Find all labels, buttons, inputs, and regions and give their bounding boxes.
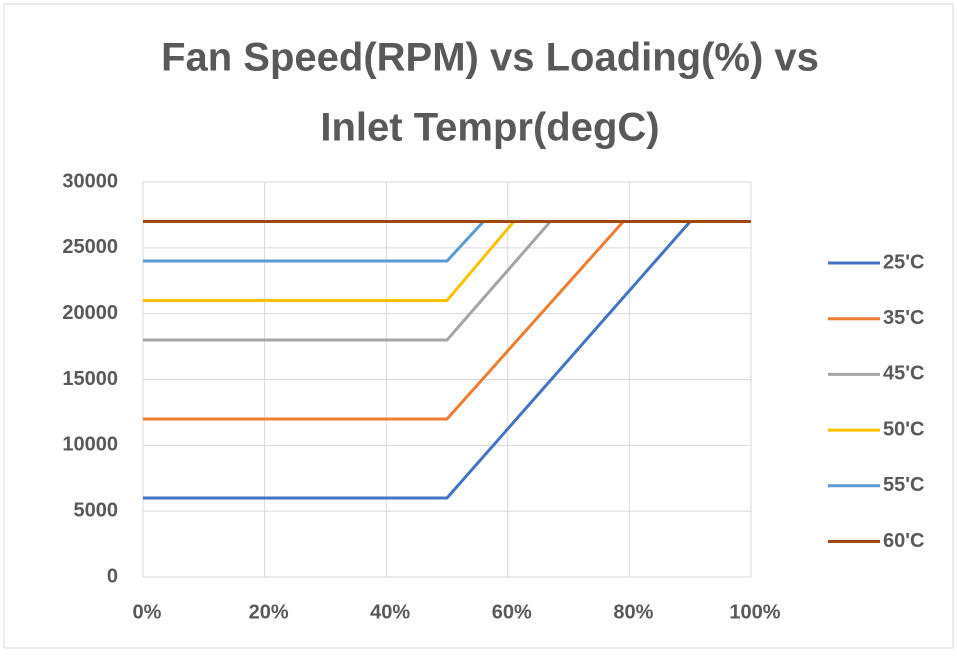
y-tick-label: 30000 (62, 170, 118, 192)
chart-border (3, 3, 954, 649)
y-tick-label: 25000 (62, 236, 118, 258)
y-tick-label: 5000 (74, 499, 119, 521)
y-tick-label: 20000 (62, 302, 118, 324)
y-tick-label: 0 (107, 565, 118, 587)
legend-label: 25'C (883, 251, 924, 273)
chart-title: Fan Speed(RPM) vs Loading(%) vs (161, 36, 819, 80)
legend-label: 50'C (883, 418, 924, 440)
legend-label: 45'C (883, 363, 924, 385)
y-tick-label: 15000 (62, 368, 118, 390)
x-tick-label: 60% (492, 601, 532, 623)
y-tick-label: 10000 (62, 434, 118, 456)
chart-title: Inlet Tempr(degC) (320, 106, 659, 150)
legend-label: 35'C (883, 307, 924, 329)
legend-label: 60'C (883, 530, 924, 552)
x-tick-label: 100% (729, 601, 780, 623)
legend-label: 55'C (883, 474, 924, 496)
x-tick-label: 0% (133, 601, 162, 623)
x-tick-label: 80% (613, 601, 653, 623)
x-tick-label: 40% (370, 601, 410, 623)
x-tick-label: 20% (249, 601, 289, 623)
